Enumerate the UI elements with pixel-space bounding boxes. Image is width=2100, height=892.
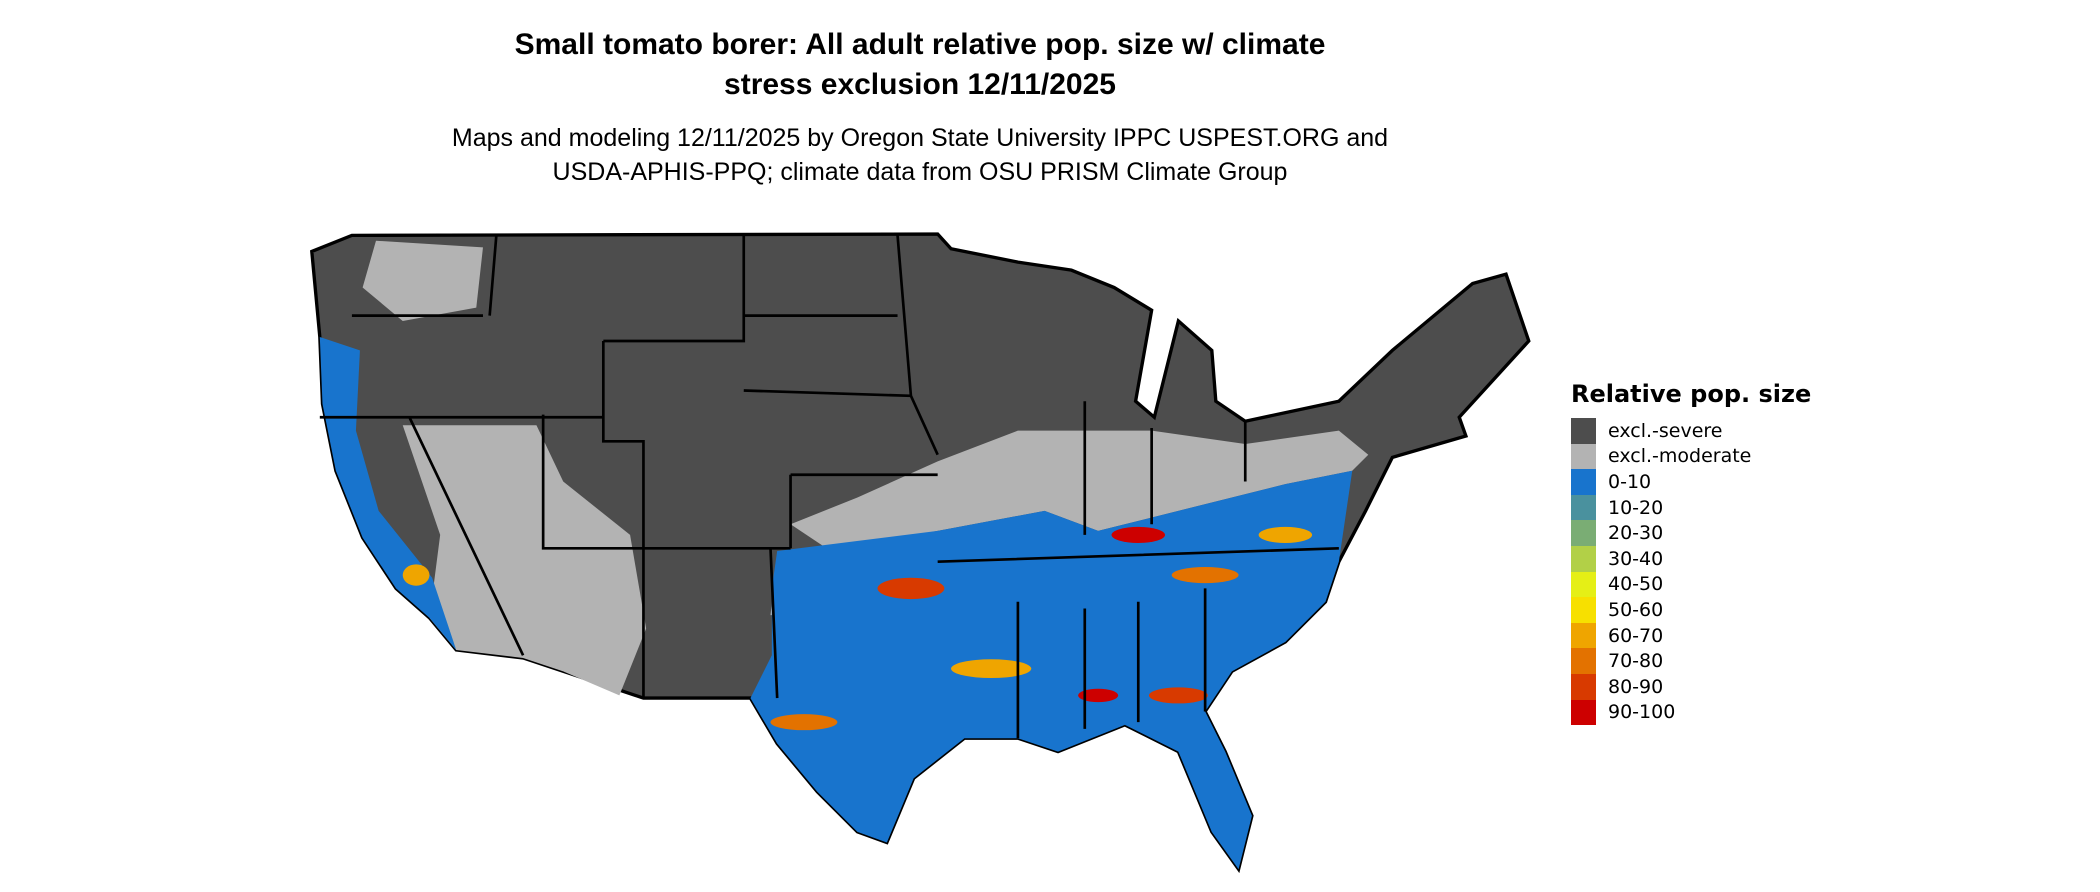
legend-label: excl.-severe xyxy=(1608,419,1723,442)
legend-swatch xyxy=(1571,443,1596,470)
legend-label: 0-10 xyxy=(1608,470,1652,493)
legend-item: 70-80 xyxy=(1571,648,1811,674)
legend-swatch xyxy=(1571,545,1596,572)
legend-label: 20-30 xyxy=(1608,522,1664,545)
legend-item: 80-90 xyxy=(1571,673,1811,700)
legend-label: 80-90 xyxy=(1608,675,1664,698)
legend-item: 60-70 xyxy=(1571,622,1811,649)
legend: Relative pop. size excl.-severe excl.-mod… xyxy=(1571,380,1812,726)
legend-label: 90-100 xyxy=(1608,701,1676,724)
legend-label: 70-80 xyxy=(1608,650,1664,673)
legend-label: 50-60 xyxy=(1608,598,1664,621)
legend-swatch xyxy=(1571,418,1596,444)
legend-swatch xyxy=(1571,494,1596,521)
legend-label: 30-40 xyxy=(1608,547,1664,570)
legend-item: 30-40 xyxy=(1571,545,1811,572)
legend-swatch xyxy=(1571,571,1596,598)
region-excl-moderate-central xyxy=(770,430,1369,616)
map-title-line-2: stress exclusion 12/11/2025 xyxy=(724,68,1116,101)
legend-item: 0-10 xyxy=(1571,469,1811,495)
legend-swatch xyxy=(1571,520,1596,546)
legend-label: excl.-moderate xyxy=(1608,445,1752,468)
legend-swatch xyxy=(1571,597,1596,623)
legend-label: 10-20 xyxy=(1608,496,1664,519)
legend-item: 90-100 xyxy=(1571,699,1811,726)
map-title-line-1: Small tomato borer: All adult relative p… xyxy=(514,28,1326,61)
legend-label: 40-50 xyxy=(1608,573,1664,596)
legend-swatch xyxy=(1571,648,1596,674)
legend-swatch xyxy=(1571,699,1596,726)
legend-item: excl.-severe xyxy=(1571,418,1811,444)
region-excl-moderate-west xyxy=(362,240,647,696)
legend-item: 20-30 xyxy=(1571,520,1811,546)
legend-swatch xyxy=(1571,469,1596,495)
legend-item: 50-60 xyxy=(1571,597,1811,623)
legend-item: 10-20 xyxy=(1571,494,1811,521)
legend-label: 60-70 xyxy=(1608,624,1664,647)
legend-swatch xyxy=(1571,673,1596,700)
map-subtitle-line-1: Maps and modeling 12/11/2025 by Oregon S… xyxy=(451,124,1389,152)
legend-title: Relative pop. size xyxy=(1571,380,1812,408)
map-subtitle-line-2: USDA-APHIS-PPQ; climate data from OSU PR… xyxy=(552,158,1288,186)
high-pop-hotspots xyxy=(402,526,1313,731)
legend-item: 40-50 xyxy=(1571,571,1811,598)
legend-swatch xyxy=(1571,622,1596,649)
legend-item: excl.-moderate xyxy=(1571,443,1811,470)
state-borders xyxy=(319,235,1339,739)
